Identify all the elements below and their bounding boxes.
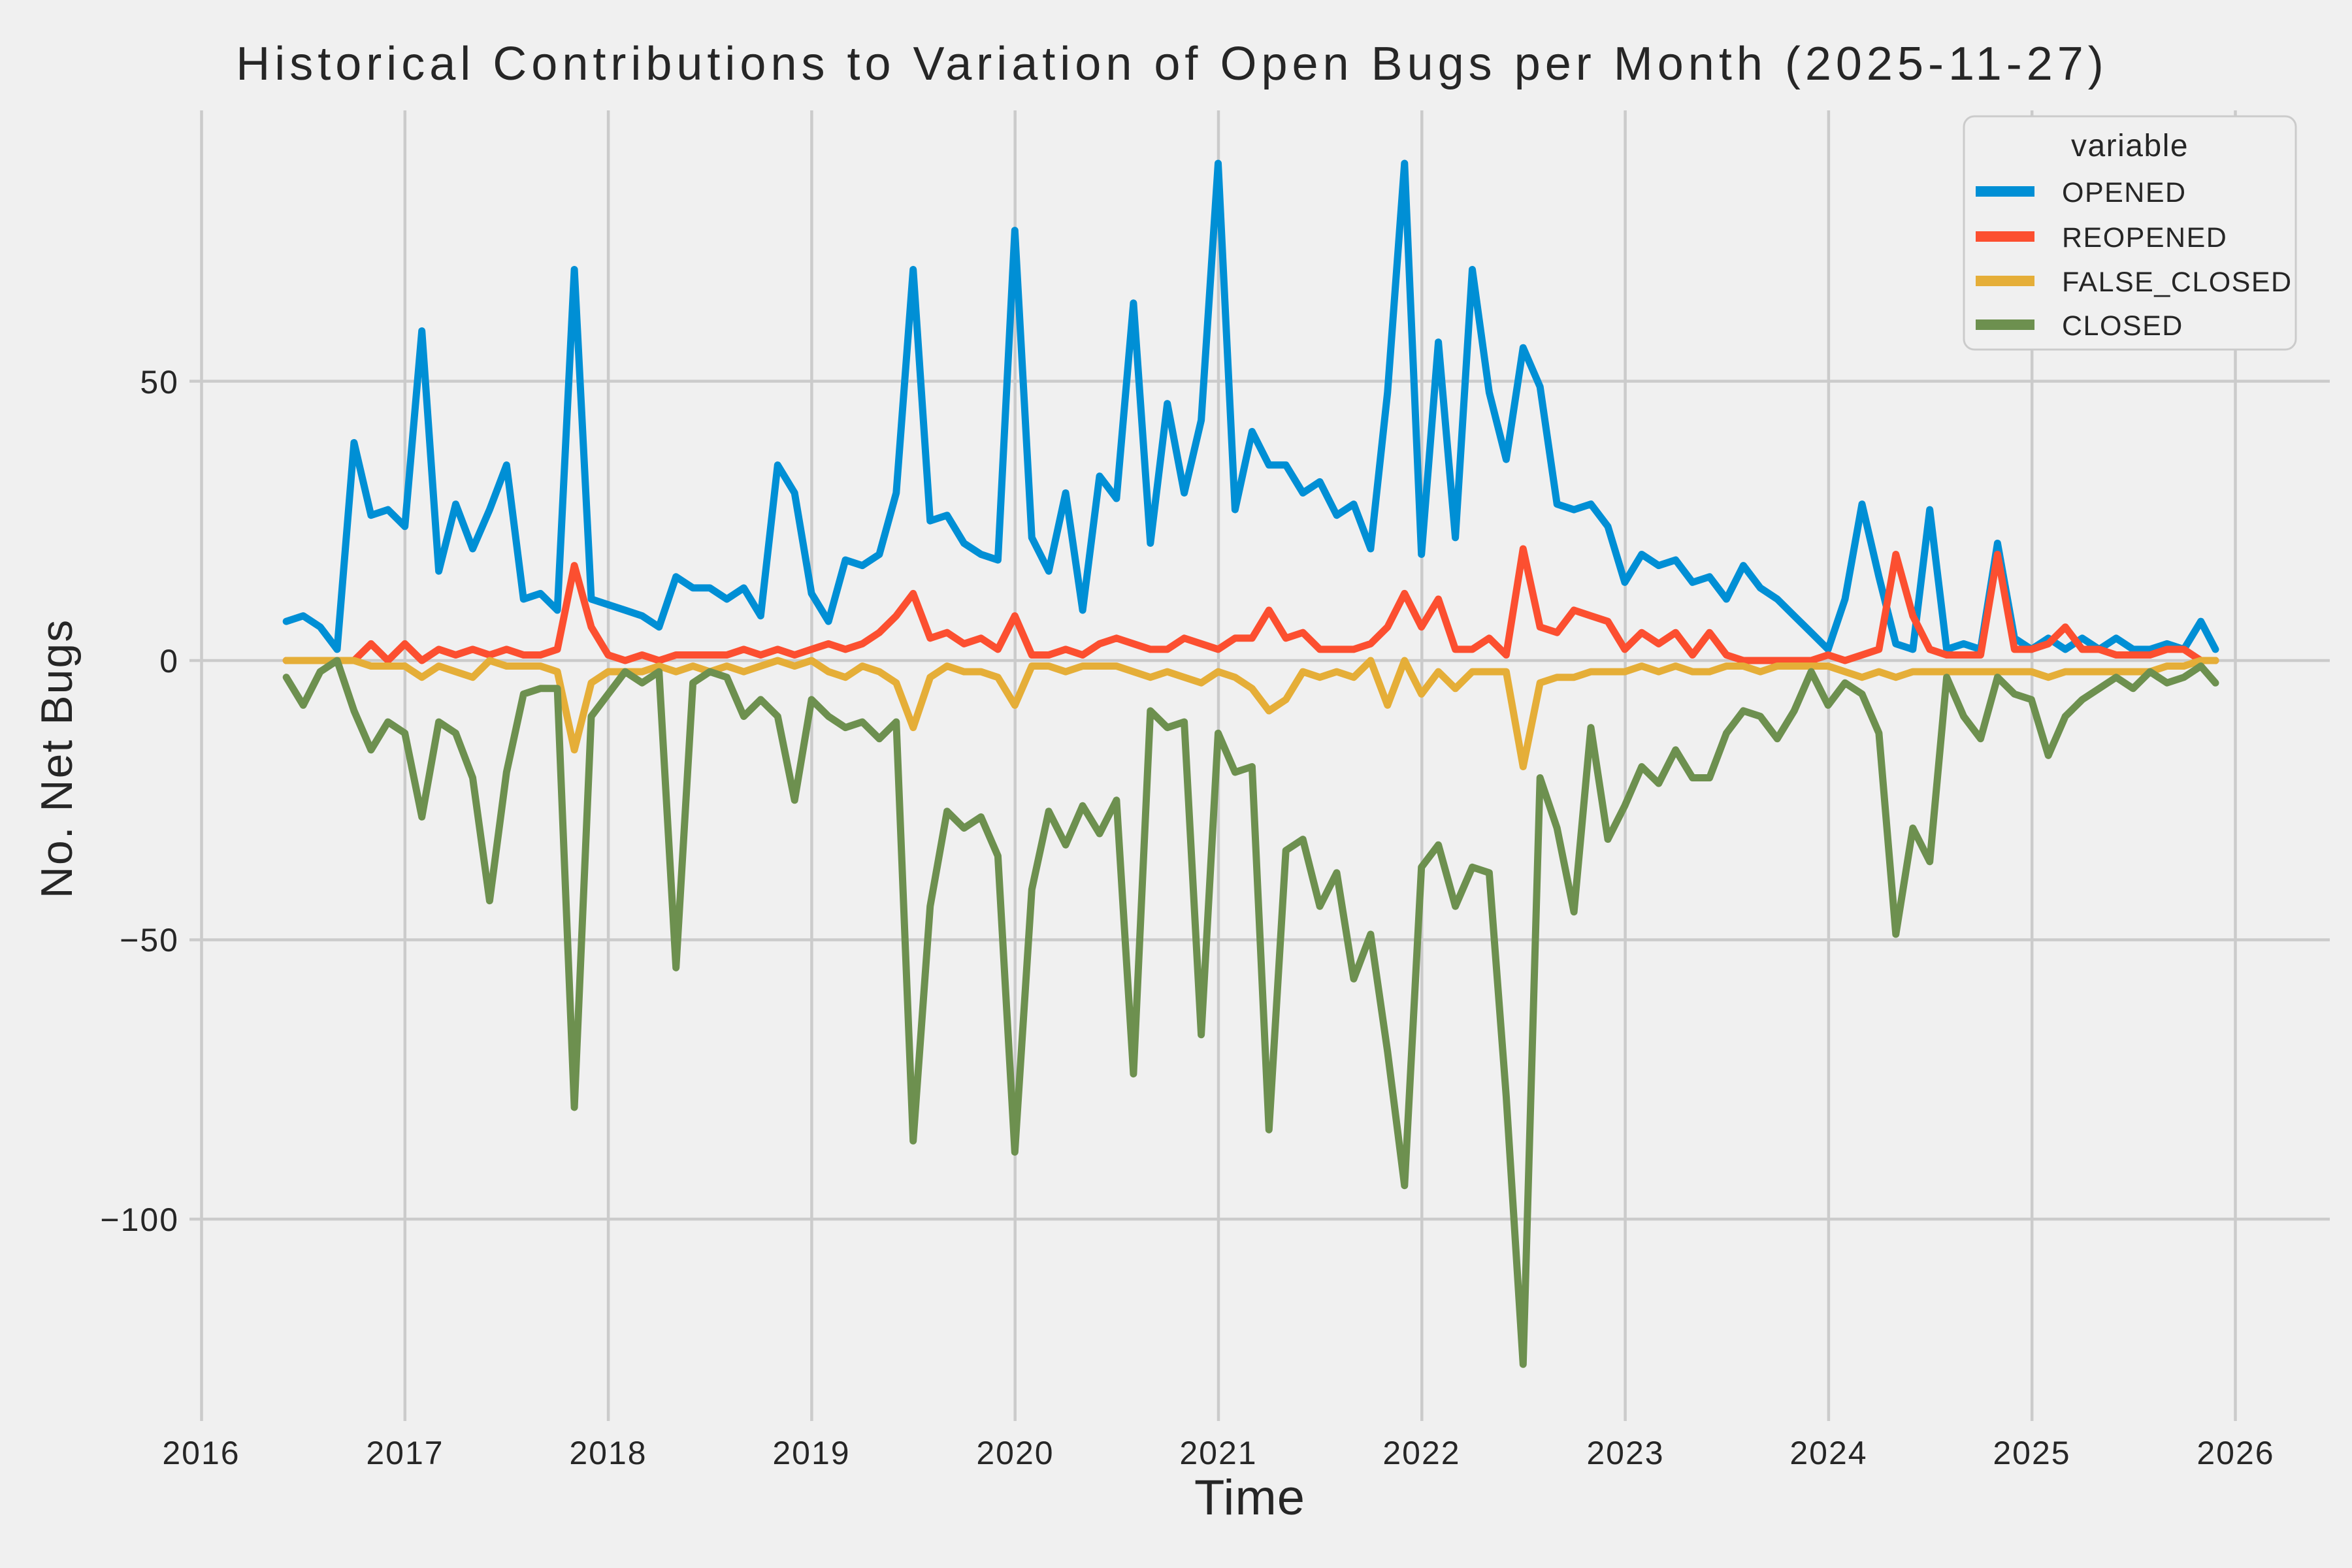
svg-text:−100: −100 <box>100 1201 179 1238</box>
svg-text:0: 0 <box>159 643 179 679</box>
svg-text:50: 50 <box>140 364 179 400</box>
svg-text:2016: 2016 <box>162 1435 240 1471</box>
svg-text:2025: 2025 <box>1993 1435 2070 1471</box>
svg-text:2019: 2019 <box>772 1435 850 1471</box>
svg-text:No. Net Bugs: No. Net Bugs <box>32 619 82 898</box>
svg-text:2022: 2022 <box>1382 1435 1460 1471</box>
svg-text:REOPENED: REOPENED <box>2062 222 2227 253</box>
svg-text:CLOSED: CLOSED <box>2062 310 2183 342</box>
svg-text:2020: 2020 <box>976 1435 1054 1471</box>
svg-text:Historical Contributions to Va: Historical Contributions to Variation of… <box>236 38 2108 90</box>
svg-text:2021: 2021 <box>1179 1435 1257 1471</box>
svg-text:2017: 2017 <box>366 1435 444 1471</box>
svg-text:−50: −50 <box>120 922 179 958</box>
svg-text:variable: variable <box>2071 129 2189 163</box>
svg-text:Time: Time <box>1194 1470 1305 1526</box>
svg-text:2023: 2023 <box>1586 1435 1664 1471</box>
svg-text:2018: 2018 <box>569 1435 647 1471</box>
svg-text:OPENED: OPENED <box>2062 177 2187 208</box>
svg-text:2026: 2026 <box>2197 1435 2274 1471</box>
svg-text:FALSE_CLOSED: FALSE_CLOSED <box>2062 267 2293 298</box>
svg-text:2024: 2024 <box>1789 1435 1867 1471</box>
